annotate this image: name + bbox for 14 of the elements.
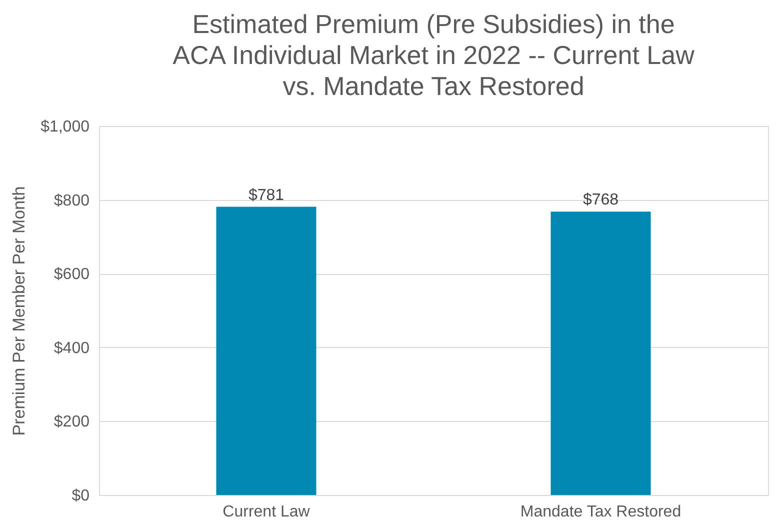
y-tick-label: $400 bbox=[54, 340, 90, 357]
text: Estimated Premium (Pre Subsidies) in the bbox=[192, 9, 675, 39]
data-label: $781 bbox=[248, 186, 284, 204]
y-axis-title: Premium Per Member Per Month bbox=[10, 186, 29, 436]
data-label: $768 bbox=[582, 192, 619, 209]
y-tick-label: $200 bbox=[54, 414, 90, 431]
x-tick-label: Mandate Tax Restored bbox=[520, 504, 682, 520]
x-tick-label: Current Law bbox=[222, 504, 310, 520]
text: vs. Mandate Tax Restored bbox=[282, 71, 584, 101]
y-tick-label: $1,000 bbox=[40, 118, 90, 136]
y-tick-label: $800 bbox=[54, 192, 90, 210]
y-tick-label: $0 bbox=[72, 488, 90, 504]
text: ACA Individual Market in 2022 -- Current Law bbox=[172, 40, 694, 70]
y-tick-label: $600 bbox=[54, 266, 90, 284]
